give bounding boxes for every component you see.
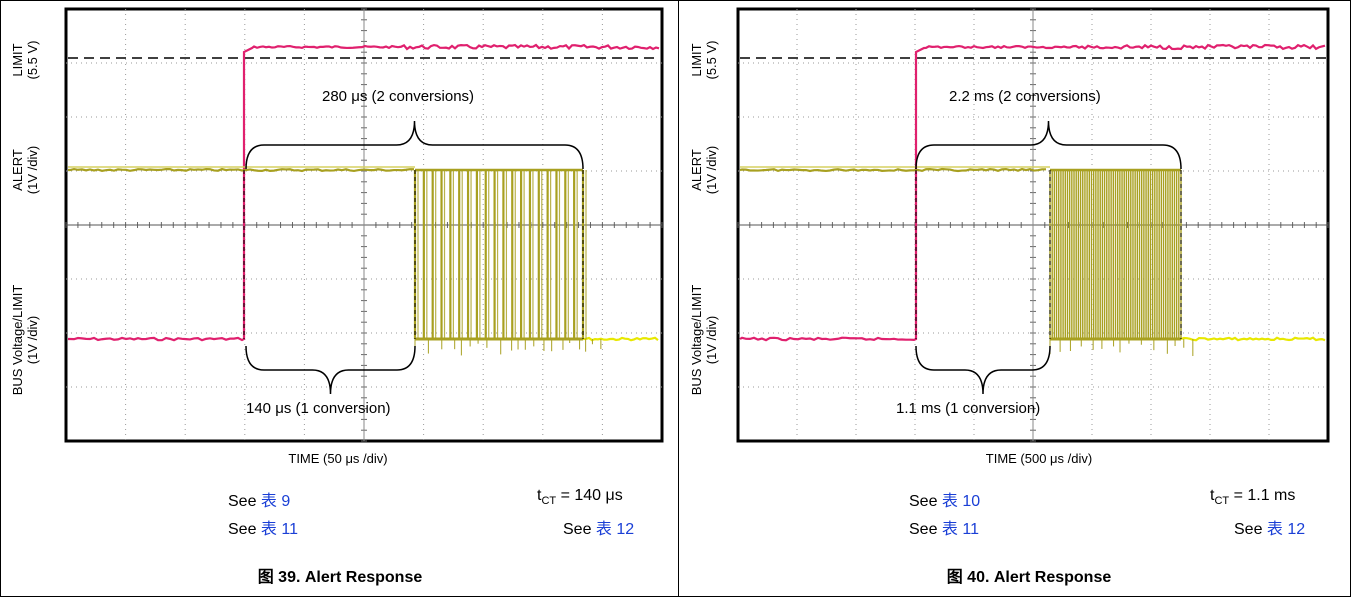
alert-low-trace	[582, 336, 659, 342]
alert-trace	[739, 167, 1047, 173]
scope-plot-2	[736, 7, 1330, 443]
table-link[interactable]: 表 9	[260, 493, 291, 510]
note-left-1: See 表 9	[228, 493, 291, 510]
figure-caption: 图 40. Alert Response	[946, 569, 1112, 586]
table-link[interactable]: 表 11	[260, 521, 298, 538]
ylabel-bus: BUS Voltage/LIMIT (1V /div)	[689, 284, 719, 396]
table-link[interactable]: 表 11	[941, 521, 979, 538]
note-right-1: tCT = 1.1 ms	[1210, 487, 1296, 508]
top-brace-label: 280 μs (2 conversions)	[322, 88, 475, 105]
bus-voltage-trace	[67, 43, 660, 342]
note-left-2: See 表 11	[909, 521, 979, 538]
bus-voltage-trace	[739, 43, 1326, 342]
ylabel-limit: LIMIT (5.5 V)	[10, 40, 40, 80]
alert-low-trace	[1180, 336, 1326, 342]
note-right-2: See 表 12	[1234, 521, 1306, 538]
table-link[interactable]: 表 12	[1266, 521, 1306, 538]
top-brace	[245, 120, 584, 170]
alert-pulse-burst	[413, 168, 602, 356]
note-right-1: tCT = 140 μs	[537, 487, 623, 508]
ylabel-alert: ALERT (1V /div)	[10, 145, 40, 195]
chart-panel-1: LIMIT (5.5 V) ALERT (1V /div) BUS Voltage/…	[10, 7, 664, 586]
note-left-2: See 表 11	[228, 521, 298, 538]
bottom-brace-label: 140 μs (1 conversion)	[246, 400, 391, 417]
table-link[interactable]: 表 12	[595, 521, 635, 538]
x-axis-label: TIME (50 μs /div)	[288, 451, 388, 466]
note-left-1: See 表 10	[909, 493, 981, 510]
bottom-brace	[915, 345, 1051, 395]
ylabel-bus: BUS Voltage/LIMIT (1V /div)	[10, 284, 40, 396]
top-brace-label: 2.2 ms (2 conversions)	[949, 88, 1101, 105]
ylabel-alert: ALERT (1V /div)	[689, 145, 719, 195]
panel-divider	[678, 0, 679, 597]
ylabel-limit: LIMIT (5.5 V)	[689, 40, 719, 80]
note-right-2: See 表 12	[563, 521, 635, 538]
bottom-brace	[245, 345, 416, 395]
chart-panel-2: LIMIT (5.5 V) ALERT (1V /div) BUS Voltage/…	[679, 0, 1351, 597]
top-brace	[915, 120, 1182, 170]
alert-trace	[67, 167, 415, 173]
figure-caption: 图 39. Alert Response	[257, 569, 423, 586]
x-axis-label: TIME (500 μs /div)	[985, 451, 1093, 466]
table-link[interactable]: 表 10	[941, 493, 981, 510]
scope-plot-1	[64, 7, 664, 443]
bottom-brace-label: 1.1 ms (1 conversion)	[896, 400, 1041, 417]
